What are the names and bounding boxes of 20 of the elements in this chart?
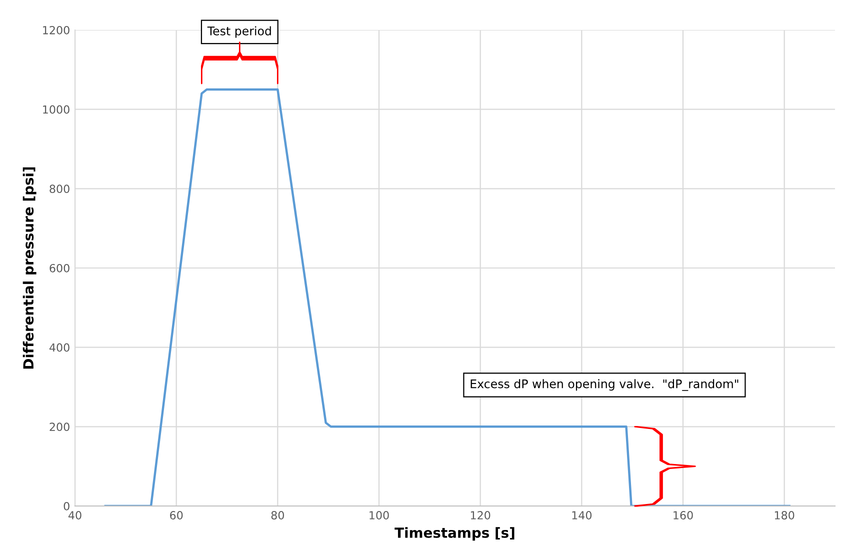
x-tick-label: 160 xyxy=(674,511,693,520)
y-tick-label: 600 xyxy=(50,264,70,272)
x-tick-label: 100 xyxy=(370,511,389,520)
x-tick-label: 80 xyxy=(271,511,284,520)
y-tick-label: 1200 xyxy=(43,26,70,34)
x-tick-label: 60 xyxy=(170,511,183,520)
y-tick-label: 800 xyxy=(50,184,70,194)
x-tick-label: 140 xyxy=(572,511,592,520)
y-tick-label: 0 xyxy=(64,502,70,510)
y-tick-label: 400 xyxy=(49,343,70,352)
y-tick-label: 200 xyxy=(50,422,70,432)
x-tick-label: 40 xyxy=(68,511,82,520)
line-series xyxy=(104,88,791,506)
annotation: Excess dP when opening valve. "dP_random" xyxy=(470,379,738,391)
y-axis-title: Differential pressure [psi] xyxy=(22,167,36,369)
x-tick-label: 180 xyxy=(774,511,794,520)
x-axis-title: Timestamps [s] xyxy=(394,527,514,541)
x-tick-label: 120 xyxy=(470,511,490,520)
y-tick-label: 1000 xyxy=(43,105,70,114)
annotation: Test period xyxy=(207,26,271,38)
